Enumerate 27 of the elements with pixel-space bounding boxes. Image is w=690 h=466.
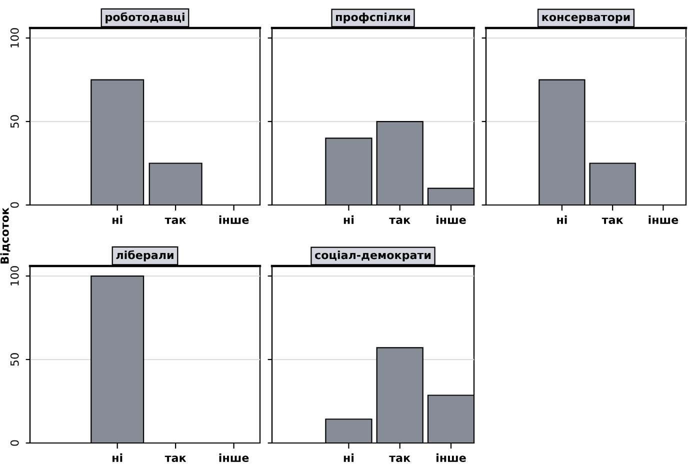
chart-title: ліберали: [116, 250, 174, 262]
x-tick-label: так: [389, 456, 410, 462]
x-tick-label: так: [164, 456, 186, 462]
y-tick-label: 100: [10, 266, 19, 286]
y-tick-label: 0: [10, 440, 19, 446]
x-tick-label: так: [389, 218, 410, 224]
x-tick-label: інше: [436, 215, 466, 224]
x-tick-label: ні: [557, 215, 567, 224]
x-tick-label: так: [164, 218, 186, 224]
x-tick-label: ні: [112, 453, 122, 462]
x-tick-label: так: [602, 218, 624, 224]
chart-title: профспілки: [336, 12, 410, 24]
y-tick-label: 50: [10, 353, 19, 366]
x-tick-label: інше: [436, 453, 466, 462]
x-tick-label: інше: [219, 453, 249, 462]
x-tick-label: ні: [344, 215, 354, 224]
x-tick-label: ні: [344, 453, 354, 462]
y-tick-label: 0: [10, 202, 19, 208]
chart-title: консерватори: [542, 14, 630, 24]
y-tick-label: 100: [10, 28, 19, 48]
y-axis-title: Відсоток: [0, 208, 10, 264]
x-tick-label: інше: [219, 215, 249, 224]
y-tick-label: 50: [10, 115, 19, 128]
x-tick-label: інше: [648, 215, 678, 224]
chart-title: соціал-демократи: [315, 250, 431, 262]
x-tick-label: ні: [112, 215, 122, 224]
chart-title: роботодавці: [106, 12, 184, 24]
